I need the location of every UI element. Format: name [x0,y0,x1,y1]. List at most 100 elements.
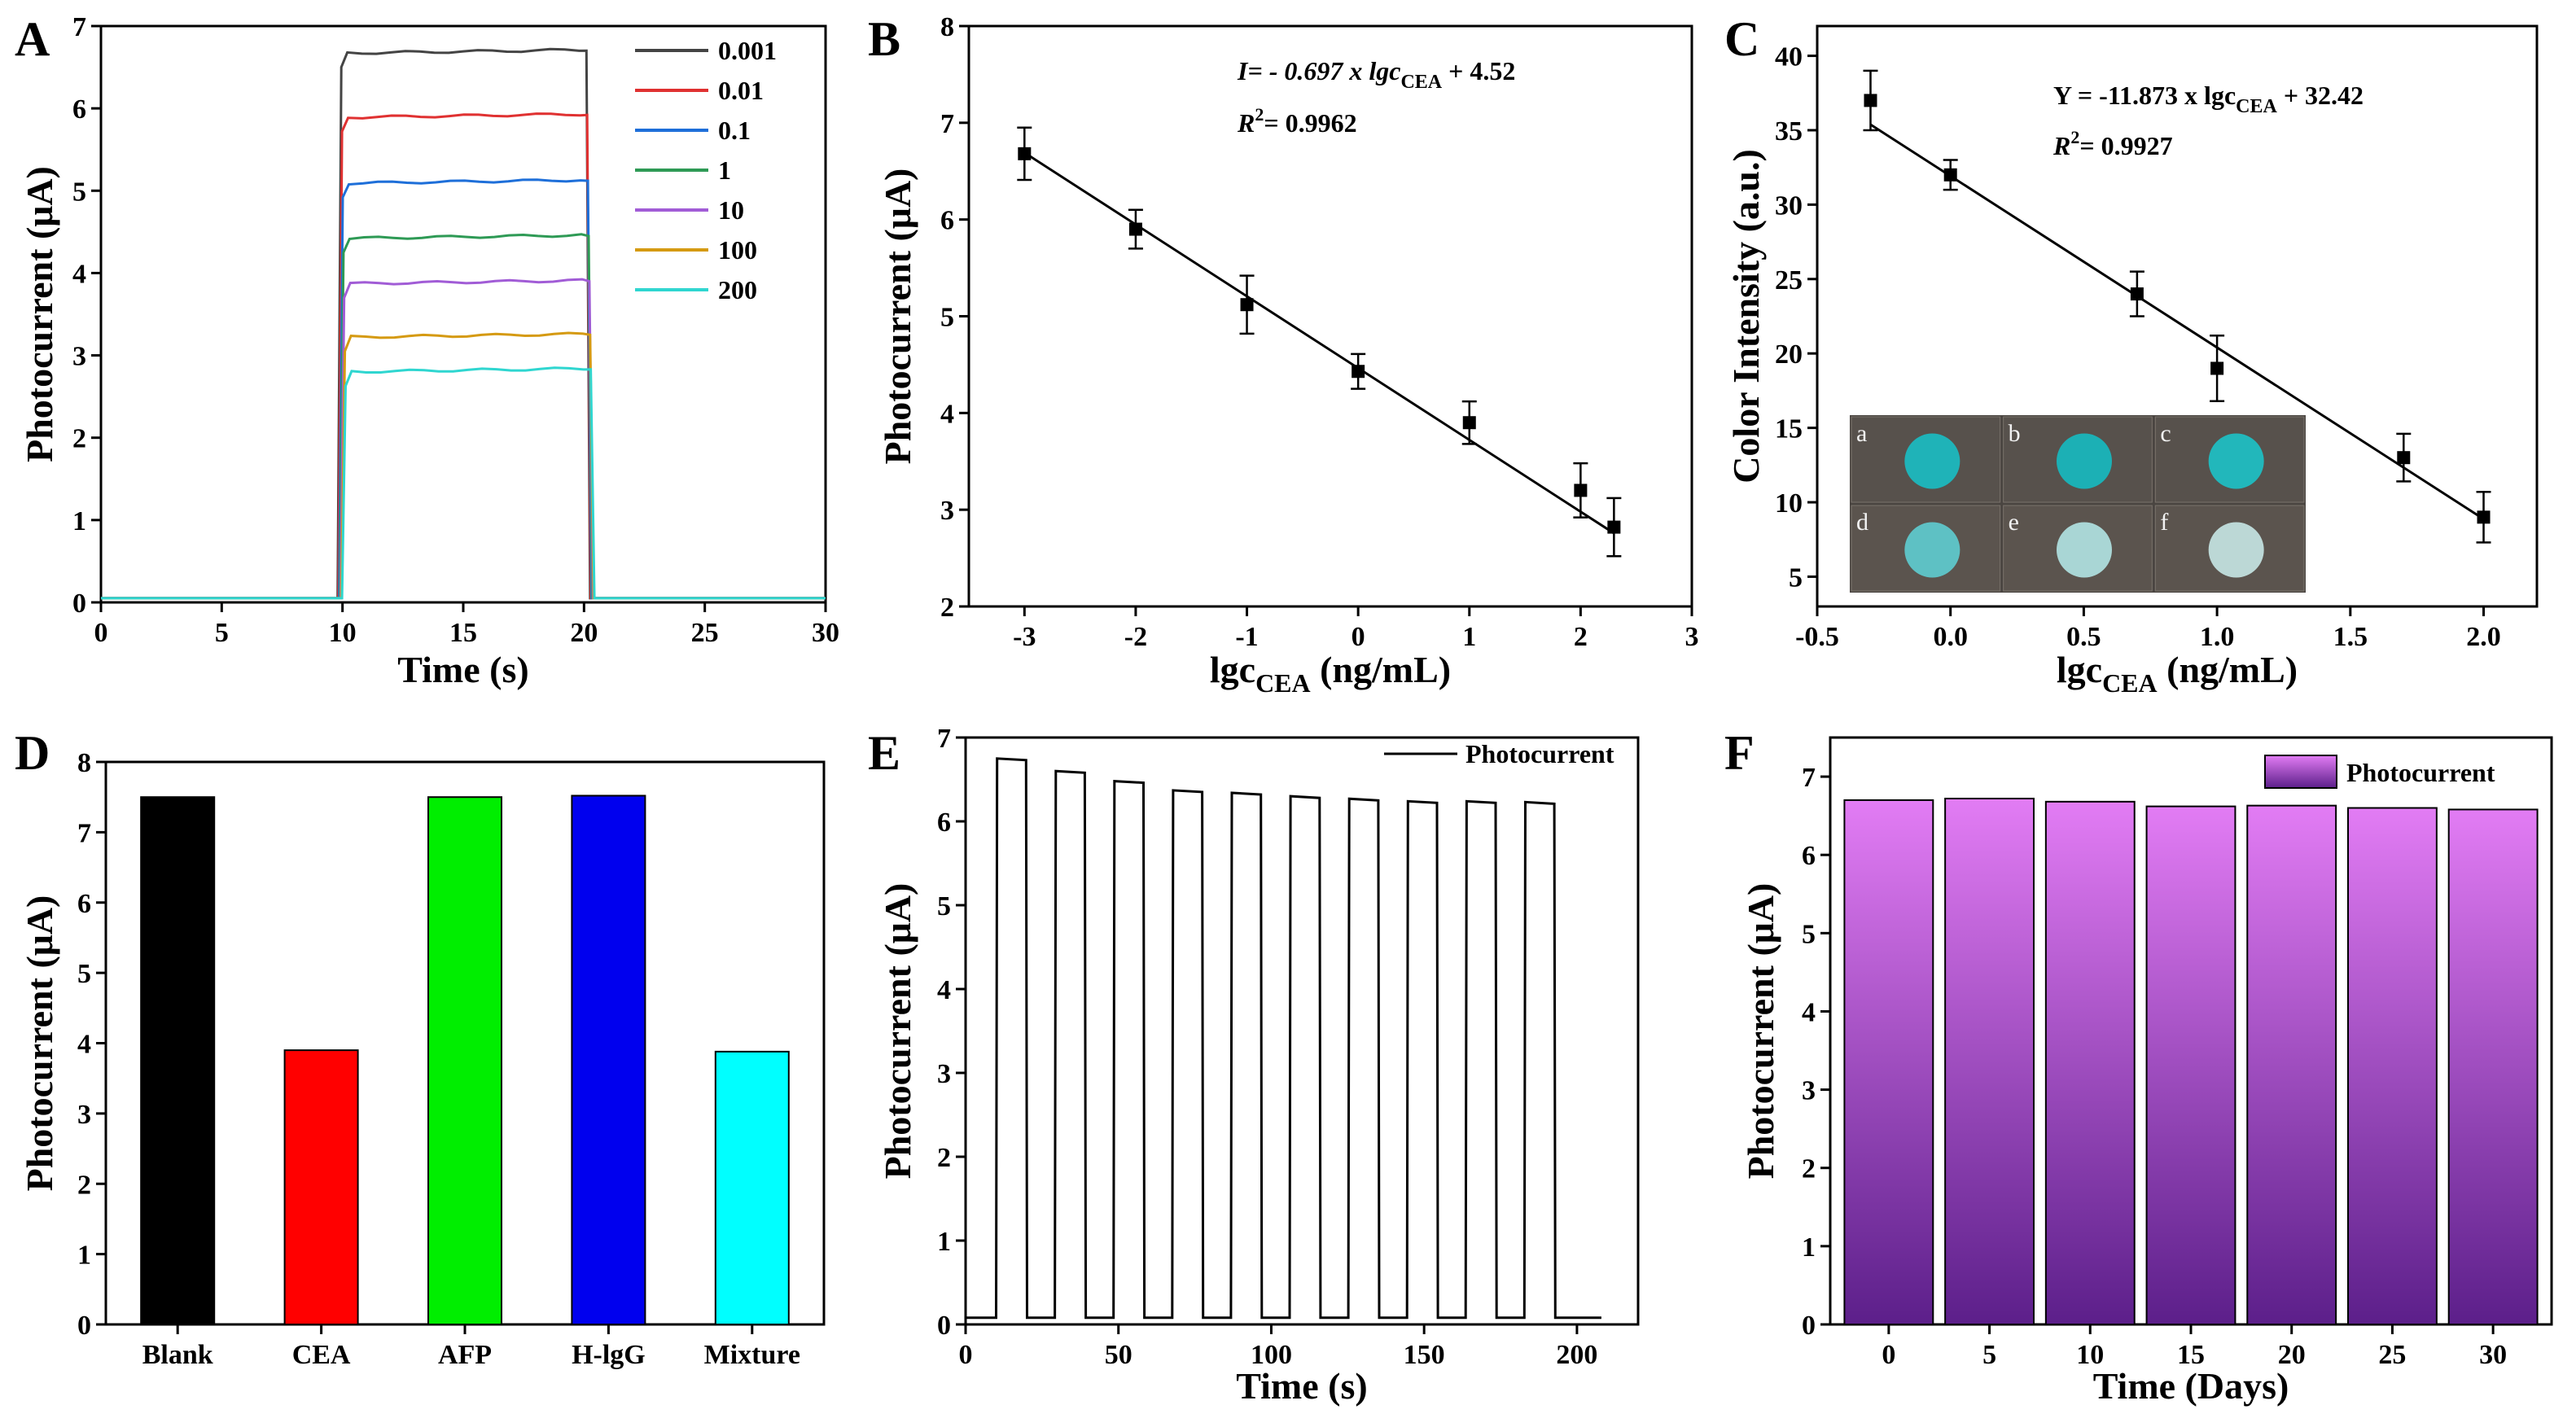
x-axis-label: lgcCEA (ng/mL) [1210,649,1451,698]
x-tick-label: 150 [1404,1340,1445,1370]
r-squared-sup: 2 [2070,127,2079,147]
equation-sub: CEA [2236,96,2277,117]
x-tick-label: 0 [94,618,108,648]
data-point [2130,287,2144,301]
data-point [1462,416,1476,430]
x-tick-label: CEA [292,1340,351,1370]
equation-sub: CEA [1400,72,1442,93]
legend-label: 1 [718,155,731,185]
data-point [2210,361,2224,375]
y-tick-label: 25 [1775,265,1803,295]
legend-label: 0.001 [718,36,777,65]
legend-label: 10 [718,195,744,225]
fit-equation: Y = -11.873 x lgcCEA + 32.42 [2053,81,2364,117]
y-axis-label: Color Intensity (a.u.) [1725,149,1767,484]
y-tick-label: 6 [72,94,86,125]
legend-label: 0.01 [718,76,764,105]
y-tick-label: 20 [1775,339,1803,370]
panel-letter: A [15,12,50,66]
y-axis-label: Photocurrent (μA) [877,883,918,1180]
y-tick-label: 7 [940,109,954,139]
inset-spot [2208,522,2264,578]
panel-e: E 0 1 2 3 4 5 6 7 0 50 100 150 200 Photocurrent (μA) Ti… [868,724,1640,1407]
y-tick-label: 5 [72,177,86,207]
y-tick-label: 0 [72,589,86,619]
data-point [2397,451,2411,465]
x-tick-label: 50 [1105,1340,1132,1370]
x-axis-label: Time (Days) [2093,1365,2289,1407]
bar-day-5 [1944,797,2035,1325]
inset-spot [2057,433,2112,489]
x-tick-label: 25 [2378,1340,2406,1370]
x-tick-label: 0 [959,1340,973,1370]
y-axis-label: Photocurrent (μA) [19,166,60,462]
series-line-photocurrent [966,757,1601,1320]
x-tick-label: 2.0 [2466,622,2501,652]
data-point [1128,222,1142,236]
y-tick-label: 4 [1802,997,1816,1027]
x-tick-label: 0.0 [1933,622,1968,652]
y-tick-label: 2 [937,1143,951,1173]
inset-spot [2208,433,2264,489]
series-line-1 [101,233,826,600]
bar-day-0 [1843,799,1934,1325]
y-tick-label: 6 [940,206,954,236]
x-tick-label: 3 [1685,622,1699,652]
inset-label: e [2009,509,2019,536]
panel-d: D 0 1 2 3 4 5 6 7 8 Photocurrent (μA) Blank CEA AFP H-… [15,726,826,1370]
panel-c: C 5 10 15 20 25 30 35 40 -0.5 0.0 0.5 1.0 1.5 2.0 Color… [1724,12,2539,698]
y-tick-label: 6 [937,808,951,838]
bar-day-30 [2447,808,2539,1325]
x-tick-label: 15 [2177,1340,2205,1370]
plot-frame [1816,24,2539,608]
y-tick-label: 3 [937,1059,951,1089]
x-axis-label-unit: (ng/mL) [1311,649,1452,690]
y-tick-label: 0 [1802,1311,1816,1341]
fit-equation: I= - 0.697 x lgcCEA + 4.52 [1237,56,1515,93]
inset-spot [1904,522,1960,578]
x-axis-label-unit: (ng/mL) [2158,649,2298,690]
y-tick-label: 3 [940,496,954,526]
y-tick-label: 4 [940,399,954,429]
series-line-10 [101,278,826,600]
x-tick-label: -3 [1013,622,1036,652]
y-tick-label: 7 [72,12,86,42]
y-tick-label: 7 [1802,763,1816,793]
panel-f: F 0 1 2 3 4 5 6 7 Photocurrent (μA) Time (Days) 0 5 1… [1724,726,2553,1407]
x-tick-label: 1 [1462,622,1476,652]
bar-day-20 [2246,804,2337,1325]
x-tick-label: 5 [1982,1340,1996,1370]
data-point [1864,94,1877,107]
series-line-200 [101,366,826,600]
data-point [1018,147,1032,160]
y-tick-label: 1 [1802,1232,1816,1263]
y-tick-label: 2 [72,424,86,454]
y-tick-label: 4 [77,1030,91,1060]
r-squared-r: R [2052,131,2070,160]
x-axis-label-sub: CEA [1255,668,1311,698]
inset-label: a [1856,420,1867,447]
y-tick-label: 0 [77,1311,91,1341]
inset-label: b [2009,420,2021,447]
x-tick-label: 10 [329,618,357,648]
x-tick-label: 15 [449,618,477,648]
y-tick-label: 3 [1802,1076,1816,1106]
y-axis-label: Photocurrent (μA) [877,169,918,465]
equation-main: I= - 0.697 x lgc [1237,56,1400,85]
series-line-100 [101,331,826,600]
bar-day-25 [2346,807,2438,1325]
fit-line [1869,123,2485,520]
series-line-0.001 [101,47,826,600]
y-tick-label: 7 [77,818,91,848]
legend-label: Photocurrent [1465,739,1614,768]
r-squared-r: R [1237,108,1255,138]
r-squared: R2= 0.9927 [2052,127,2173,160]
bar-afp [427,796,502,1325]
y-axis-label: Photocurrent (μA) [1740,883,1781,1180]
fit-line [1023,151,1615,535]
y-tick-label: 1 [937,1227,951,1257]
inset-spot [1904,433,1960,489]
y-tick-label: 1 [72,506,86,536]
